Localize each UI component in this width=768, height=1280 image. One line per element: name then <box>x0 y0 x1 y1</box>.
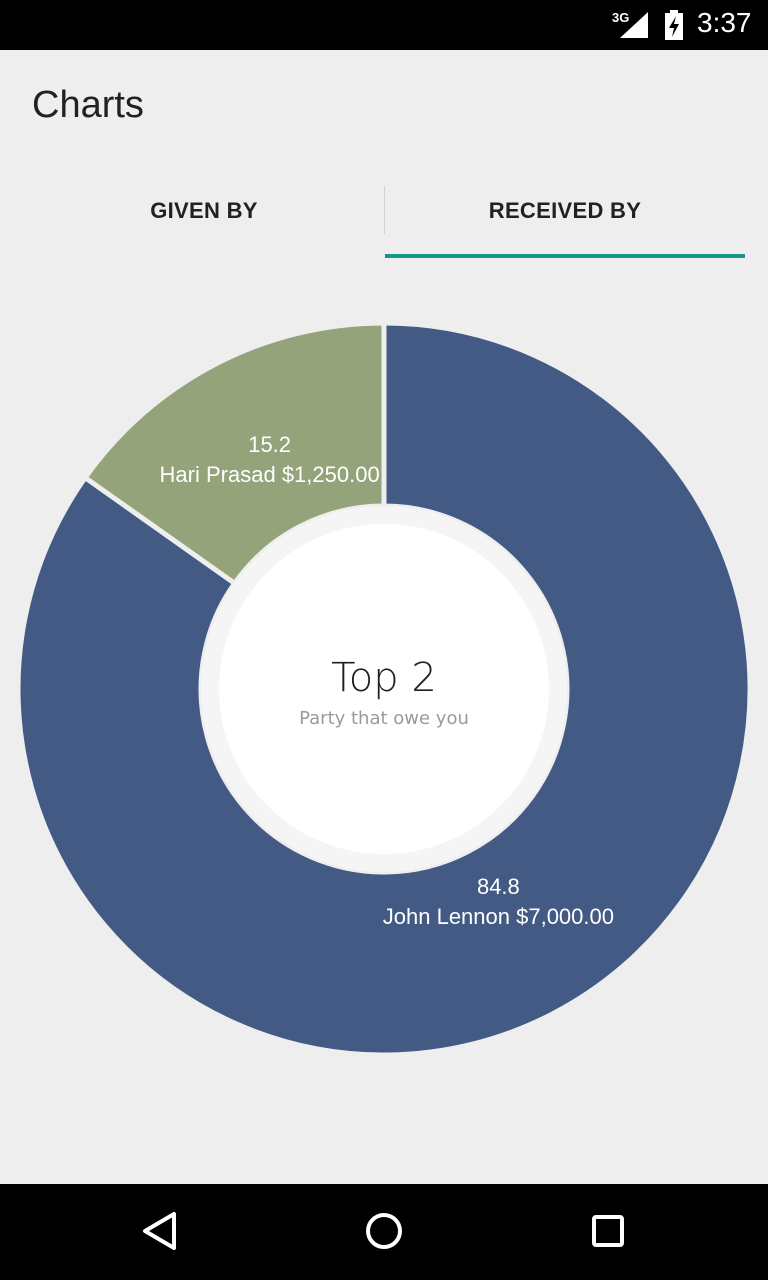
tab-divider <box>384 186 385 234</box>
signal-icon <box>620 12 648 38</box>
clock: 3:37 <box>697 7 752 38</box>
donut-chart: Top 2 Party that owe you 84.8 John Lennon… <box>15 320 753 1058</box>
page-title: Charts <box>32 84 144 126</box>
navigation-bar <box>0 1184 768 1280</box>
pie-slice-hari-prasad[interactable] <box>81 320 387 587</box>
status-bar: 3G 3:37 <box>0 0 768 50</box>
center-hole <box>219 524 549 854</box>
back-icon[interactable] <box>136 1206 186 1256</box>
recents-icon[interactable] <box>583 1206 633 1256</box>
network-type: 3G <box>612 10 630 25</box>
slice-percent-label: 84.8 <box>477 874 520 899</box>
slice-name-amount-label: John Lennon $7,000.00 <box>383 904 614 929</box>
home-icon[interactable] <box>359 1206 409 1256</box>
chart-center-subtitle: Party that owe you <box>299 708 469 729</box>
tab-received-by[interactable]: RECEIVED BY <box>488 198 642 223</box>
slice-percent-label: 15.2 <box>248 432 291 457</box>
pie-slice-john-lennon[interactable] <box>15 320 753 1058</box>
battery-icon <box>665 10 683 40</box>
slice-name-amount-label: Hari Prasad $1,250.00 <box>160 462 380 487</box>
tab-selected-indicator <box>385 254 745 258</box>
tab-bar: GIVEN BY RECEIVED BY <box>24 186 745 258</box>
tab-given-by[interactable]: GIVEN BY <box>150 198 258 223</box>
chart-center-title: Top 2 <box>331 655 437 701</box>
